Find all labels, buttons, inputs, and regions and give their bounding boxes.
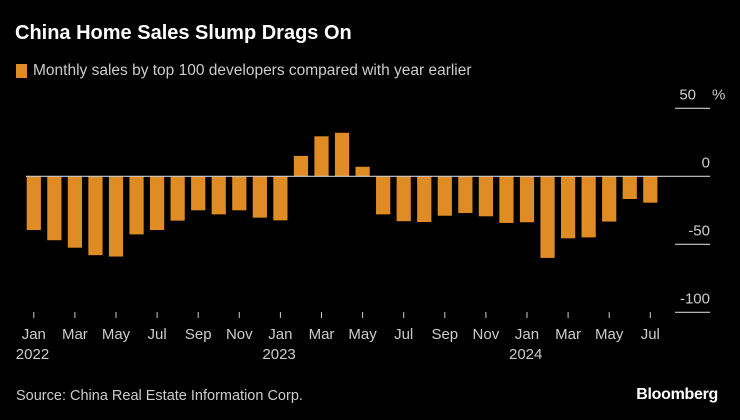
x-year-label: 2022 [16, 346, 49, 363]
legend: Monthly sales by top 100 developers comp… [16, 62, 472, 80]
x-tick-label: Mar [555, 326, 581, 343]
y-tick-label: -100 [680, 290, 710, 307]
x-tick-label: Jul [641, 326, 660, 343]
bar-2022-08 [170, 176, 185, 221]
bar-2024-04 [581, 176, 596, 238]
x-year-label: 2024 [509, 346, 542, 363]
bar-2022-03 [67, 176, 82, 248]
x-tick-label: Jan [268, 326, 292, 343]
bar-2023-05 [355, 166, 370, 177]
bar-2024-06 [622, 176, 637, 200]
source-note: Source: China Real Estate Information Co… [16, 388, 303, 404]
x-tick-label: Jan [515, 326, 539, 343]
bar-2024-07 [643, 176, 658, 203]
bar-2023-12 [499, 176, 514, 223]
bar-2022-01 [26, 176, 41, 231]
x-tick-label: Jul [394, 326, 413, 343]
bar-2024-01 [519, 176, 535, 223]
x-tick-label: May [595, 326, 624, 343]
y-unit-label: % [712, 86, 725, 103]
bar-2022-10 [211, 176, 226, 215]
bar-2023-01 [273, 176, 288, 221]
bar-2023-02 [293, 155, 309, 177]
x-tick-label: Sep [185, 326, 212, 343]
legend-swatch [16, 64, 27, 78]
bar-2023-03 [314, 136, 329, 177]
bar-2023-09 [437, 176, 452, 216]
x-tick-label: Nov [226, 326, 253, 343]
y-tick-label: 50 [679, 86, 696, 103]
bar-2022-04 [88, 176, 103, 256]
x-tick-label: Jul [148, 326, 167, 343]
y-tick-label: 0 [702, 154, 710, 171]
bar-2023-11 [478, 176, 493, 217]
y-tick-label: -50 [688, 222, 710, 239]
x-tick-label: May [348, 326, 377, 343]
bar-2022-09 [191, 176, 206, 211]
x-tick-label: Mar [62, 326, 88, 343]
bar-2023-10 [458, 176, 473, 214]
bar-2024-02 [540, 176, 555, 258]
bar-2024-03 [561, 176, 576, 239]
bar-2022-12 [252, 176, 267, 218]
x-tick-label: Nov [473, 326, 500, 343]
x-tick-label: May [102, 326, 131, 343]
bar-2022-02 [47, 176, 62, 241]
bar-2022-05 [108, 176, 124, 257]
x-tick-label: Sep [431, 326, 458, 343]
bar-2023-08 [417, 176, 432, 222]
bar-2023-06 [376, 176, 391, 215]
bar-2024-05 [602, 176, 617, 222]
x-year-label: 2023 [262, 346, 295, 363]
bar-2022-06 [129, 176, 144, 235]
bar-2022-07 [150, 176, 165, 231]
bar-2023-04 [334, 132, 350, 177]
bar-2022-11 [232, 176, 247, 211]
legend-label: Monthly sales by top 100 developers comp… [33, 62, 472, 79]
bloomberg-logo: Bloomberg [636, 386, 718, 403]
chart-title: China Home Sales Slump Drags On [15, 22, 352, 44]
x-tick-label: Jan [22, 326, 46, 343]
bar-2023-07 [396, 176, 411, 222]
x-tick-label: Mar [309, 326, 335, 343]
